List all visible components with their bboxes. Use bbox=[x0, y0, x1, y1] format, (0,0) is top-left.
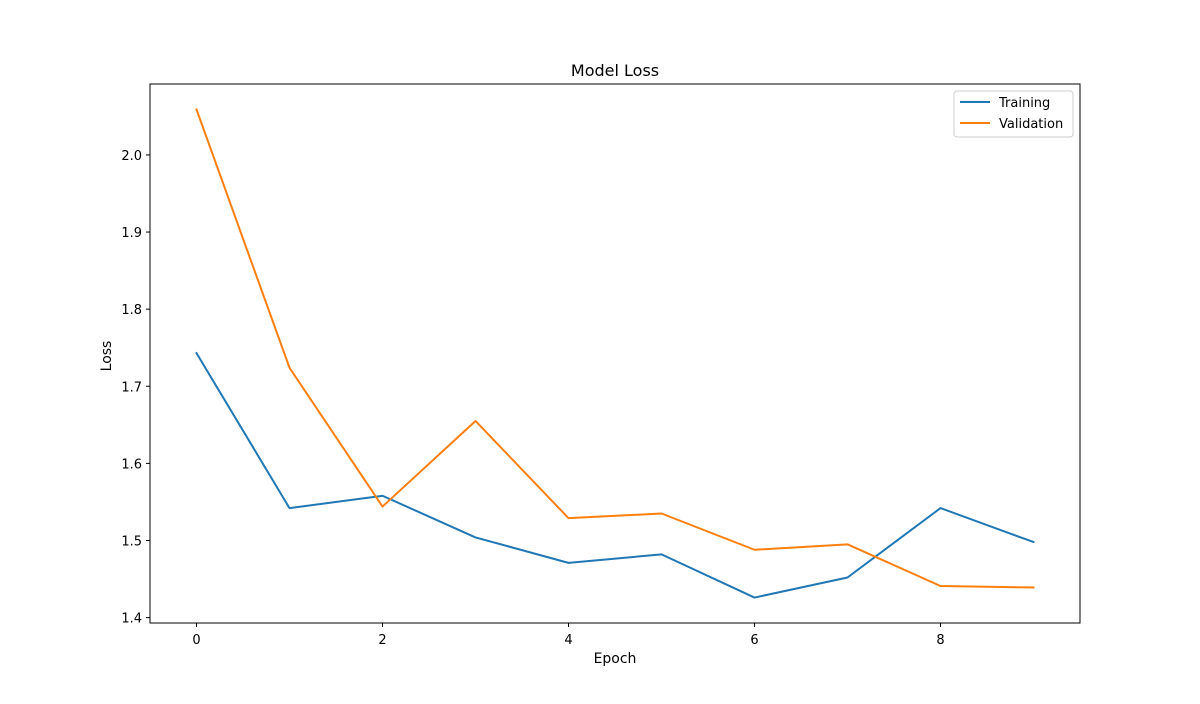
series-layer bbox=[195, 108, 1035, 599]
series-line-training bbox=[195, 351, 1035, 599]
y-tick-label: 1.5 bbox=[121, 534, 142, 549]
y-tick-label: 1.9 bbox=[121, 226, 142, 241]
y-tick-label: 1.6 bbox=[121, 457, 142, 472]
y-axis-ticks: 1.4 1.5 1.6 1.7 1.8 1.9 2.0 bbox=[121, 149, 150, 627]
legend: Training Validation bbox=[953, 90, 1074, 138]
x-tick-label: 0 bbox=[192, 633, 200, 648]
y-axis-label: Loss bbox=[99, 341, 115, 372]
y-tick-label: 1.8 bbox=[121, 303, 142, 318]
x-tick-label: 2 bbox=[378, 633, 386, 648]
y-tick-label: 1.4 bbox=[121, 612, 142, 627]
x-axis-ticks: 0 2 4 6 8 bbox=[192, 623, 945, 648]
legend-label-validation: Validation bbox=[999, 117, 1063, 132]
chart-title: Model Loss bbox=[571, 61, 659, 80]
y-tick-label: 2.0 bbox=[121, 149, 142, 164]
series-line-validation bbox=[195, 108, 1035, 589]
x-tick-label: 8 bbox=[936, 633, 944, 648]
x-axis-label: Epoch bbox=[594, 651, 637, 667]
plot-frame bbox=[149, 83, 1081, 624]
x-tick-label: 4 bbox=[564, 633, 572, 648]
y-tick-label: 1.7 bbox=[121, 380, 142, 395]
legend-label-training: Training bbox=[998, 96, 1050, 111]
x-tick-label: 6 bbox=[750, 633, 758, 648]
